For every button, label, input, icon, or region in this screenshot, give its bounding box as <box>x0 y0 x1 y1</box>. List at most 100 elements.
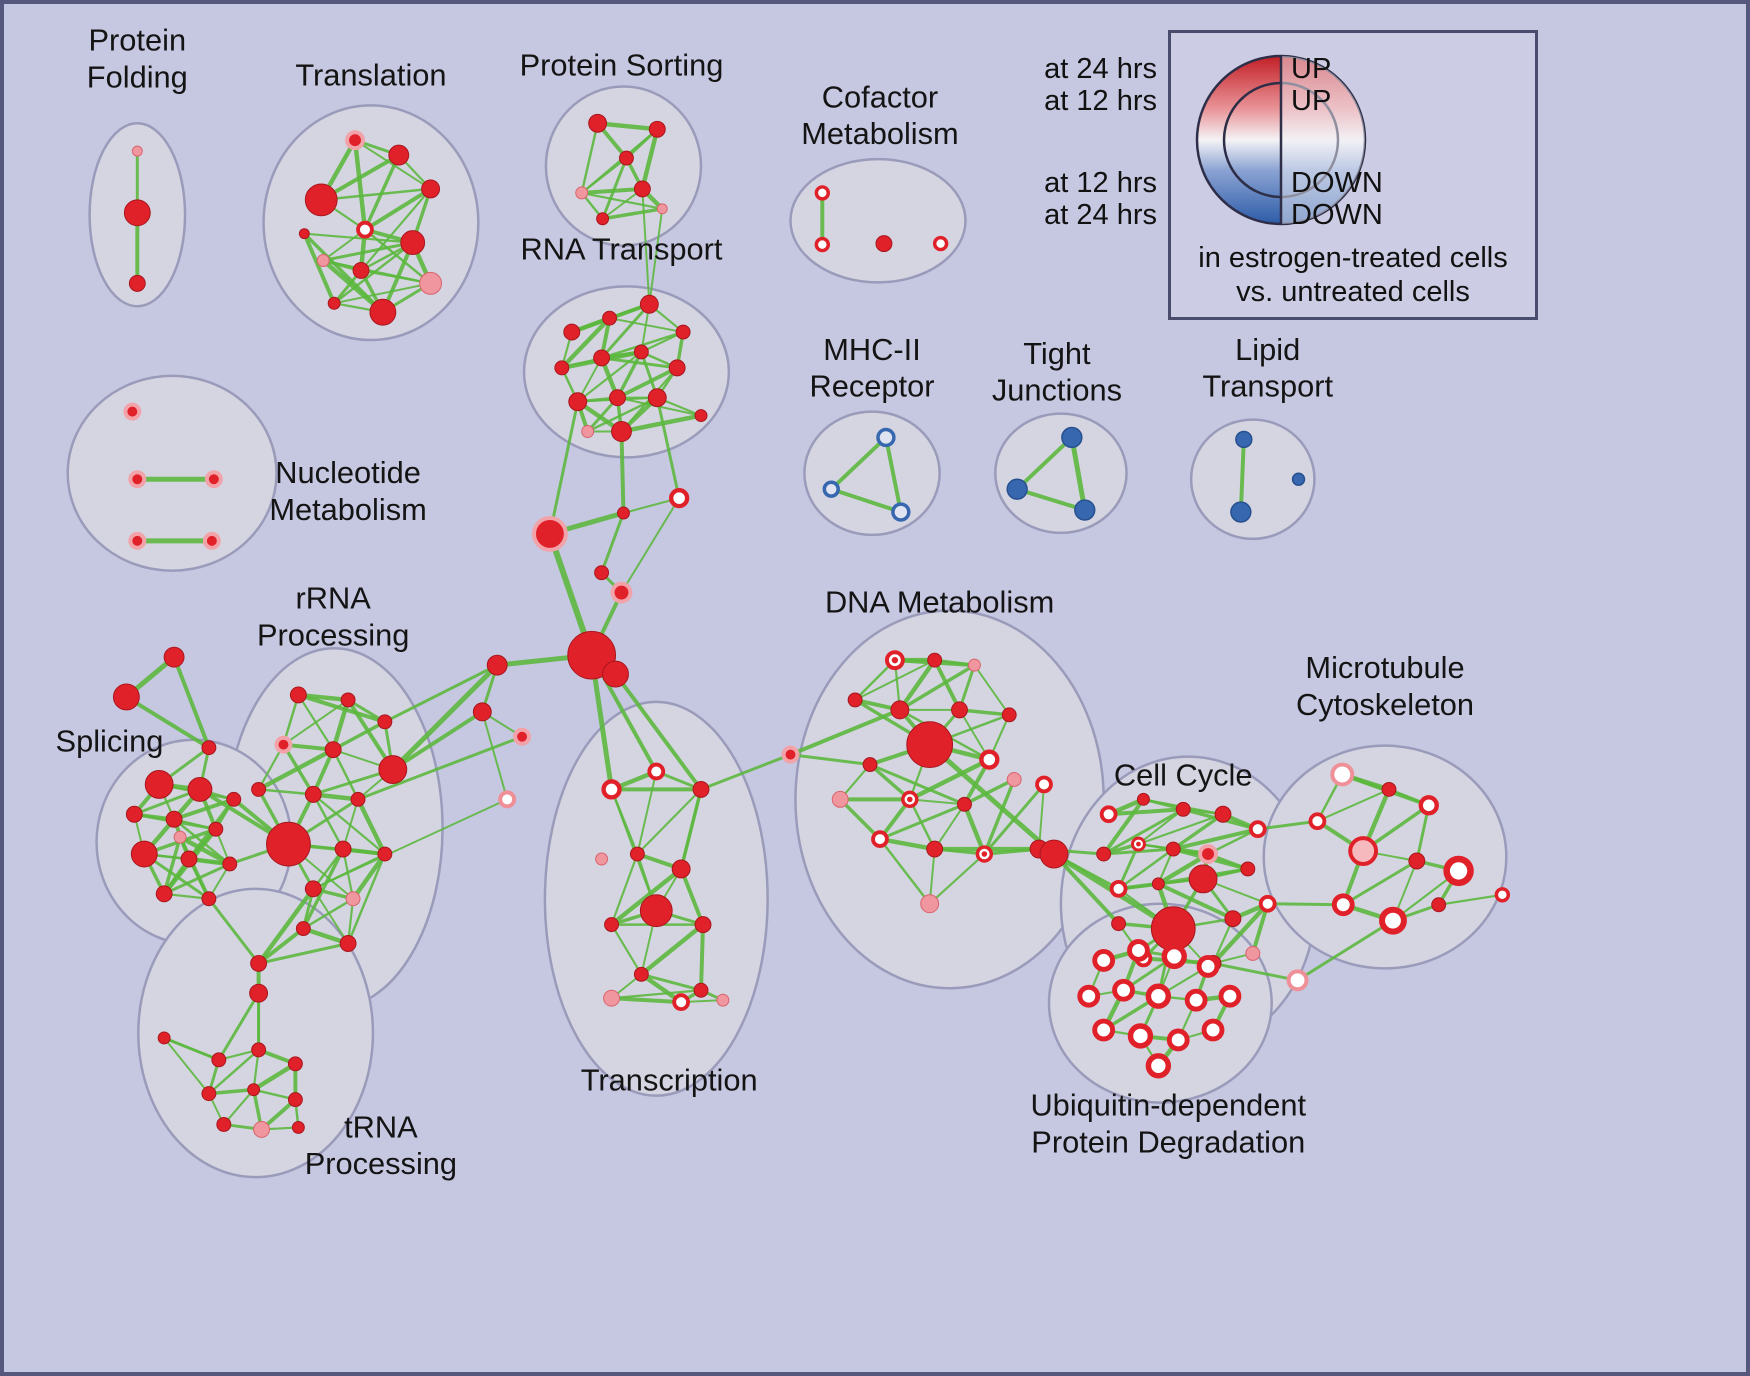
network-node-dot <box>891 656 899 664</box>
network-edge <box>907 757 992 802</box>
network-node <box>1006 772 1022 787</box>
network-edge <box>332 241 414 305</box>
network-edge <box>383 663 499 724</box>
network-node <box>1145 983 1172 1009</box>
cluster-boundary-lt <box>1189 418 1316 541</box>
network-node <box>675 324 691 340</box>
cluster-label: Cofactor Metabolism <box>801 79 958 151</box>
network-edge <box>897 657 937 713</box>
cluster-label: Protein Sorting <box>520 48 724 83</box>
network-node <box>251 781 267 797</box>
network-node <box>1184 988 1208 1012</box>
network-edge <box>296 692 387 724</box>
network-node <box>1431 897 1447 913</box>
network-node <box>633 180 651 198</box>
network-node <box>716 993 730 1007</box>
network-edge <box>312 887 350 945</box>
legend-direction-label: DOWN <box>1291 167 1383 199</box>
network-node <box>1214 805 1232 823</box>
network-edge <box>962 802 987 857</box>
network-node <box>926 840 944 858</box>
network-edge <box>548 400 580 536</box>
network-node <box>1109 879 1128 898</box>
network-edge <box>868 762 912 802</box>
network-node <box>377 714 393 730</box>
cluster-label: Translation <box>295 58 446 93</box>
network-node <box>155 885 173 903</box>
network-node <box>639 894 673 928</box>
cluster-boundary-mhc <box>803 410 941 537</box>
network-edge <box>1437 893 1504 906</box>
network-edge <box>962 777 1016 807</box>
network-node <box>1348 836 1379 866</box>
network-node <box>602 310 618 326</box>
network-edge <box>222 1088 255 1126</box>
network-node <box>513 727 532 746</box>
network-node <box>304 183 338 217</box>
network-node <box>1161 943 1187 970</box>
network-node <box>1001 707 1017 723</box>
network-edge <box>932 658 962 712</box>
network-edge <box>1102 807 1185 856</box>
network-node <box>204 470 223 489</box>
legend-note-line1: in estrogen-treated cells <box>1198 242 1508 274</box>
cluster-label: Lipid Transport <box>1202 332 1333 404</box>
network-edge <box>580 157 628 194</box>
cluster-label: Protein Folding <box>87 23 188 95</box>
network-node <box>350 791 366 807</box>
network-edge <box>699 922 705 993</box>
network-edge <box>362 186 433 232</box>
network-node <box>486 654 508 676</box>
network-edge <box>363 153 401 232</box>
network-node <box>472 702 492 722</box>
network-node <box>781 745 800 764</box>
network-node <box>563 323 581 341</box>
network-edge <box>257 788 315 796</box>
network-node <box>1196 954 1220 978</box>
network-edge <box>878 837 931 905</box>
network-edge <box>355 797 388 857</box>
network-node <box>633 344 649 360</box>
network-edge <box>312 798 509 890</box>
network-node <box>603 989 620 1007</box>
network-node <box>123 402 142 421</box>
network-node <box>1077 984 1101 1008</box>
network-edge <box>640 127 660 192</box>
network-edge <box>1137 813 1225 846</box>
legend-time-label: at 12 hrs <box>1044 85 1157 117</box>
network-node <box>251 1042 267 1058</box>
network-node <box>1127 939 1150 962</box>
network-node <box>222 856 238 872</box>
network-node <box>814 185 831 201</box>
network-node <box>831 790 849 808</box>
network-node <box>595 852 609 866</box>
network-edge <box>838 797 882 841</box>
network-node <box>131 145 143 157</box>
network-edge <box>655 396 681 500</box>
network-node <box>421 179 441 199</box>
network-edge <box>257 942 350 965</box>
network-node <box>340 692 356 708</box>
network-node <box>1035 775 1053 794</box>
network-node <box>202 531 221 550</box>
network-edge <box>217 991 261 1062</box>
network-node <box>345 130 365 151</box>
network-node <box>1175 801 1191 817</box>
network-edge <box>481 710 509 801</box>
network-node <box>876 427 896 448</box>
network-node <box>130 840 158 868</box>
network-node <box>1494 887 1511 903</box>
network-edge <box>1316 788 1390 823</box>
network-node <box>163 646 185 668</box>
network-node <box>123 199 151 227</box>
network-edge <box>333 282 432 305</box>
network-node <box>567 630 617 680</box>
network-edge <box>177 834 233 867</box>
network-edge <box>973 664 1011 716</box>
network-edge <box>1156 881 1235 921</box>
network-node <box>247 1083 261 1097</box>
network-edge <box>162 835 182 896</box>
network-node <box>180 850 198 868</box>
network-node <box>575 186 589 200</box>
network-node-dot <box>981 851 988 857</box>
